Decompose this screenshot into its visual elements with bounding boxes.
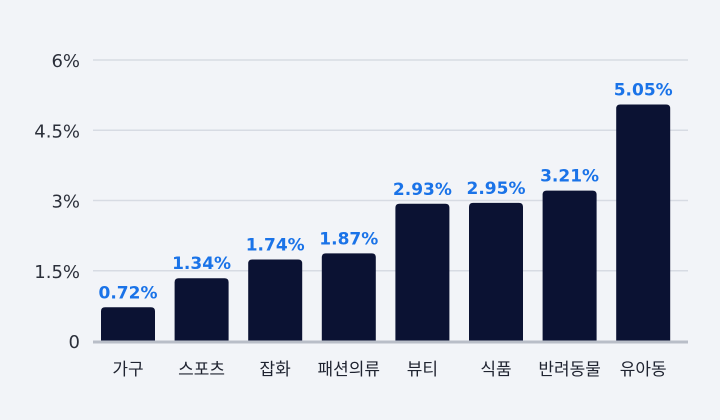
x-category-label: 잡화	[260, 360, 292, 380]
data-label: 2.93%	[393, 180, 452, 200]
x-category-label: 뷰티	[407, 360, 438, 380]
bar-8	[616, 104, 671, 341]
bar-1	[101, 307, 155, 341]
bar-4	[321, 253, 376, 341]
x-category-label: 식품	[480, 360, 511, 380]
bar-6	[469, 202, 523, 341]
y-tick-label: 0	[69, 332, 80, 353]
data-label: 1.34%	[172, 254, 231, 274]
data-label: 5.05%	[614, 80, 673, 100]
x-category-label: 반려동물	[538, 360, 601, 380]
bar-3	[248, 259, 303, 341]
x-category-label: 유아동	[620, 360, 667, 380]
bar-2	[174, 278, 229, 341]
x-category-label: 패션의류	[318, 360, 381, 380]
y-tick-label: 6%	[51, 51, 80, 72]
y-tick-label: 3%	[51, 192, 80, 213]
y-axis-ticks: 0 1.5% 3% 4.5% 6%	[34, 51, 80, 353]
x-category-label: 스포츠	[178, 360, 225, 380]
y-tick-label: 1.5%	[34, 262, 80, 283]
bar-7	[542, 190, 597, 341]
x-axis-categories: 가구 스포츠 잡화 패션의류 뷰티 식품 반려동물 유아동	[112, 360, 666, 380]
data-label: 1.87%	[319, 229, 378, 249]
x-category-label: 가구	[112, 360, 143, 380]
data-labels: 0.72% 1.34% 1.74% 1.87% 2.93% 2.95% 3.21% 5.05%	[99, 80, 673, 303]
bar-5	[395, 203, 450, 341]
data-label: 3.21%	[540, 167, 599, 187]
data-label: 0.72%	[99, 283, 158, 303]
data-label: 1.74%	[246, 236, 305, 256]
data-label: 2.95%	[467, 179, 526, 199]
y-tick-label: 4.5%	[34, 121, 80, 142]
bars	[101, 104, 671, 341]
